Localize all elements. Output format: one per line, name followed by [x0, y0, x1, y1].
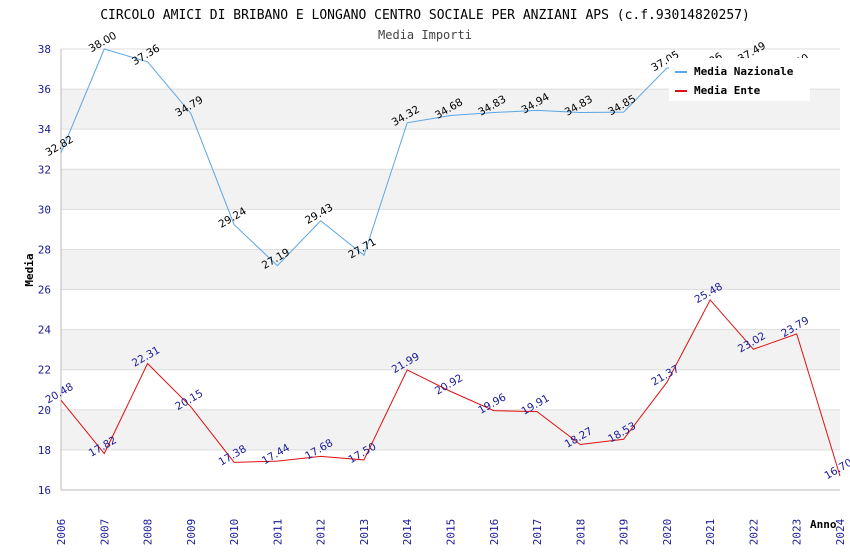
- y-tick-label: 26: [38, 284, 51, 297]
- y-tick-label: 18: [38, 444, 51, 457]
- y-tick-labels: 16 18 20 22 24 26 28 30 32 34 36 38: [38, 43, 52, 497]
- y-tick-label: 32: [38, 163, 51, 176]
- chart-subtitle: Media Importi: [378, 28, 472, 42]
- data-label-media-nazionale: 37.36: [130, 42, 162, 68]
- y-tick-label: 24: [38, 324, 52, 337]
- x-tick-label: 2019: [618, 519, 631, 546]
- x-tick-label: 2013: [358, 519, 371, 546]
- x-tick-label: 2006: [55, 519, 68, 546]
- x-tick-label: 2017: [531, 519, 544, 546]
- data-label-media-ente: 20.48: [43, 381, 75, 406]
- y-axis-label: Media: [23, 253, 36, 286]
- data-label-media-ente: 20.92: [433, 372, 465, 397]
- x-tick-label: 2024: [834, 518, 847, 545]
- x-tick-label: 2020: [661, 519, 674, 546]
- x-tick-label: 2023: [791, 519, 804, 546]
- x-tick-label: 2014: [401, 518, 414, 545]
- data-label-media-ente: 20.15: [173, 388, 205, 413]
- x-tick-label: 2009: [185, 519, 198, 546]
- x-axis-label: Anno: [810, 518, 837, 531]
- data-label-media-nazionale: 32.82: [43, 134, 75, 159]
- y-tick-label: 20: [38, 404, 51, 417]
- x-tick-label: 2021: [704, 519, 717, 546]
- data-label-media-ente: 16.70: [822, 457, 850, 482]
- x-tick-label: 2018: [574, 519, 587, 546]
- y-tick-label: 36: [38, 83, 51, 96]
- y-tick-label: 16: [38, 484, 51, 497]
- axes: [60, 49, 840, 491]
- x-tick-label: 2008: [142, 519, 155, 546]
- grid-band: [61, 249, 840, 290]
- x-tick-label: 2022: [747, 519, 760, 546]
- grid-band: [61, 409, 840, 450]
- x-tick-labels: 2006 2007 2008 2009 2010 2011 2012 2013 2014 2015…: [55, 518, 847, 545]
- legend-entry-media-nazionale: Media Nazionale: [694, 65, 794, 78]
- grid-band: [61, 169, 840, 210]
- legend-entry-media-ente: Media Ente: [694, 84, 761, 97]
- series-line-media-ente: [60, 299, 841, 477]
- legend: Media Nazionale Media Ente: [669, 58, 810, 101]
- grid-bands: [61, 89, 840, 450]
- x-tick-label: 2010: [228, 519, 241, 546]
- x-tick-label: 2016: [488, 519, 501, 546]
- chart-title: CIRCOLO AMICI DI BRIBANO E LONGANO CENTR…: [100, 8, 750, 23]
- x-tick-label: 2007: [98, 519, 111, 546]
- x-tick-label: 2015: [445, 519, 458, 546]
- x-tick-label: 2012: [315, 519, 328, 546]
- y-tick-label: 30: [38, 203, 51, 216]
- y-tick-label: 28: [38, 243, 51, 256]
- y-tick-label: 38: [38, 43, 51, 56]
- grid-band: [61, 329, 840, 370]
- y-tick-label: 34: [38, 123, 52, 136]
- y-tick-label: 22: [38, 364, 51, 377]
- x-tick-label: 2011: [271, 519, 284, 546]
- legend-box: [669, 58, 810, 101]
